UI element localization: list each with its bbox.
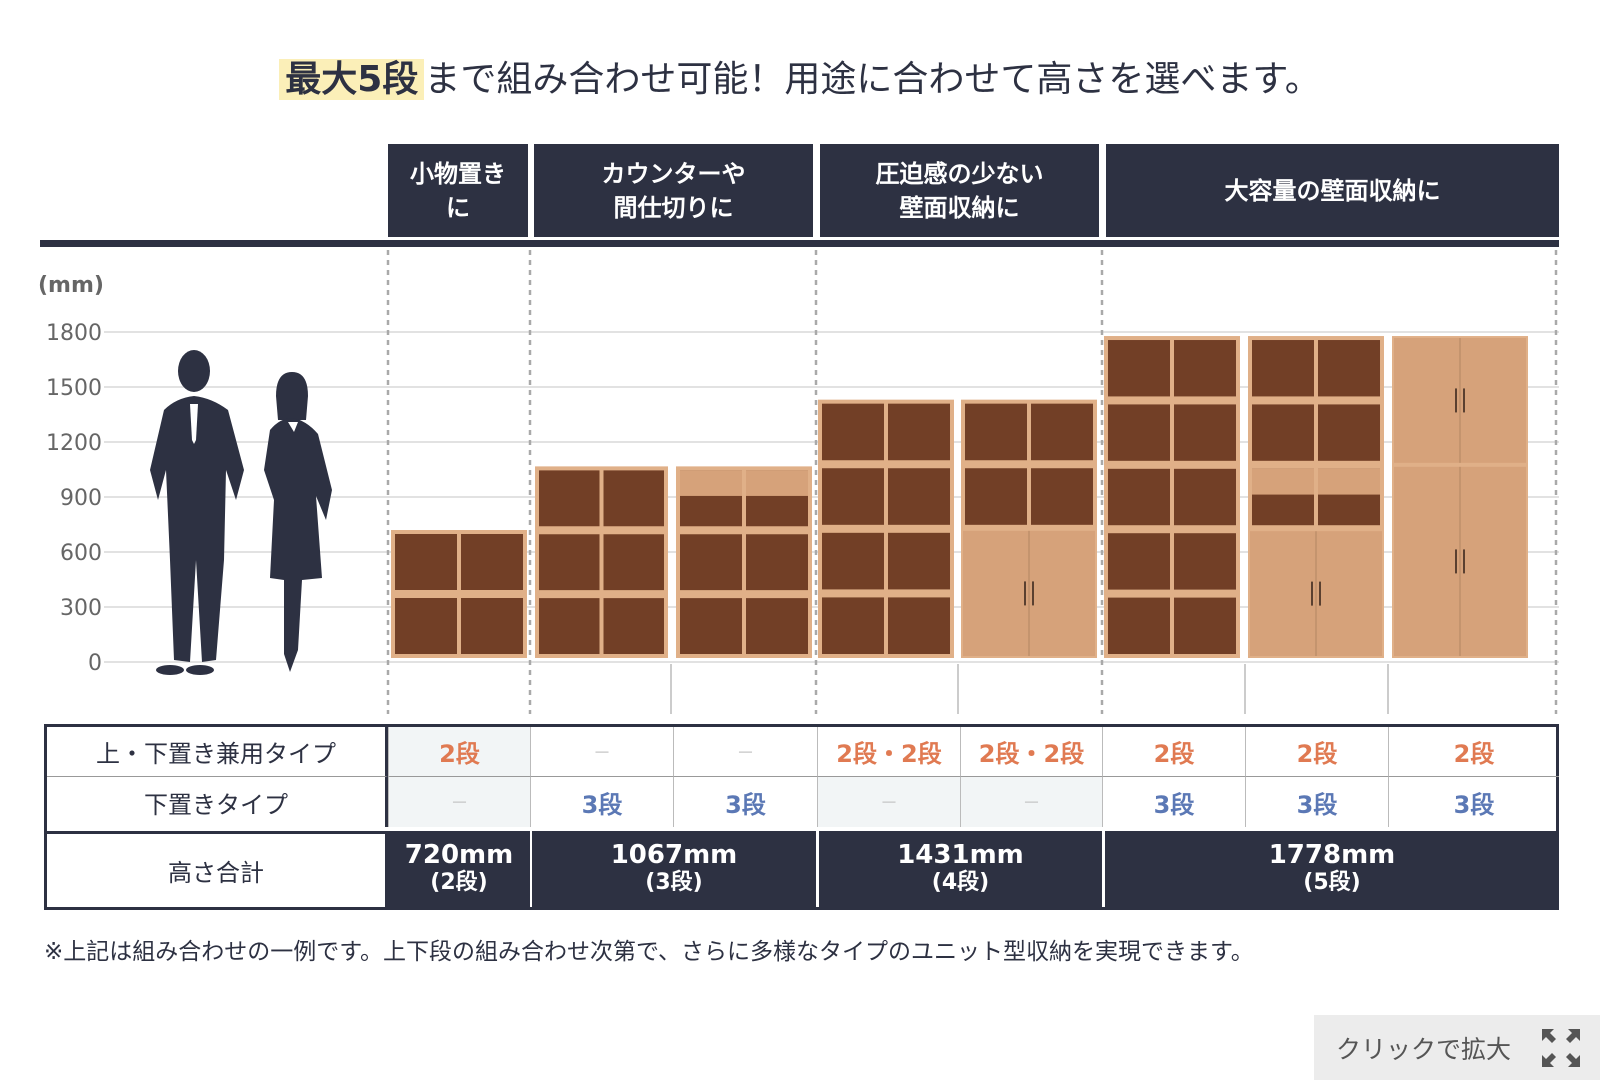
upper-cell: 2段: [1245, 727, 1388, 777]
bar-5段: [1248, 336, 1384, 658]
total-tiers: (4段): [931, 870, 990, 895]
bar-4段: [818, 399, 954, 658]
bar-3段: [676, 466, 812, 658]
lower-cell: －: [388, 777, 530, 827]
upper-cell: 2段・2段: [817, 727, 960, 777]
total-height-cell: 1431mm (4段): [819, 831, 1102, 907]
total-mm: 1431mm: [897, 840, 1024, 870]
y-tick-label: 0: [88, 651, 102, 676]
y-axis-unit: (mm): [38, 273, 104, 298]
upper-cell: 2段・2段: [960, 727, 1102, 777]
upper-cell: 2段: [388, 727, 530, 777]
header-wall-large: 大容量の壁面収納に: [1106, 144, 1559, 237]
row-label-upper: 上・下置き兼用タイプ: [47, 727, 388, 777]
header-counter: カウンターや 間仕切りに: [534, 144, 813, 237]
lower-cell: －: [817, 777, 960, 827]
upper-cell: －: [530, 727, 673, 777]
man-silhouette: [150, 350, 244, 675]
spec-table: 上・下置き兼用タイプ 下置きタイプ 高さ合計 2段－－ 3段－ 3段 2段・2段－ 2段・2段…: [44, 724, 1559, 910]
lower-cell: 3段: [1245, 777, 1388, 827]
total-height-cell: 1067mm (3段): [532, 831, 816, 907]
footnote: ※上記は組み合わせの一例です。上下段の組み合わせ次第で、さらに多様なタイプのユニ…: [44, 939, 1254, 965]
y-tick-label: 1500: [46, 376, 102, 401]
zoom-label: クリックで拡大: [1336, 1034, 1512, 1064]
total-mm: 1778mm: [1268, 840, 1396, 870]
woman-silhouette: [264, 372, 332, 672]
lower-cell: 3段: [673, 777, 817, 827]
total-mm: 1067mm: [610, 840, 738, 870]
header-divider: [40, 240, 1559, 247]
total-tiers: (5段): [1303, 870, 1361, 895]
y-tick-label: 600: [60, 541, 102, 566]
total-height-cell: 720mm (2段): [388, 831, 530, 907]
lower-cell: －: [960, 777, 1102, 827]
header-wall-low: 圧迫感の少ない 壁面収納に: [820, 144, 1099, 237]
y-tick-label: 300: [60, 596, 102, 621]
height-chart: (mm) 0 300 600 900 1200 1500 1800: [38, 250, 1559, 714]
bar-4段: [961, 399, 1097, 658]
upper-cell: 2段: [1102, 727, 1245, 777]
bar-2段: [391, 530, 527, 658]
total-mm: 720mm: [404, 840, 514, 870]
lower-cell: 3段: [1388, 777, 1559, 827]
bar-5段: [1392, 336, 1528, 658]
click-to-zoom-button[interactable]: クリックで拡大: [1314, 1015, 1600, 1080]
title-rest: まで組み合わせ可能！用途に合わせて高さを選べます。: [424, 59, 1321, 100]
lower-cell: 3段: [1102, 777, 1245, 827]
total-height-cell: 1778mm (5段): [1105, 831, 1559, 907]
total-tiers: (3段): [645, 870, 703, 895]
upper-cell: 2段: [1388, 727, 1559, 777]
row-label-total: 高さ合計: [47, 831, 388, 907]
y-tick-label: 1800: [46, 321, 102, 346]
lower-cell: 3段: [530, 777, 673, 827]
y-tick-label: 900: [60, 486, 102, 511]
header-small-items: 小物置き に: [388, 144, 528, 237]
expand-icon: [1542, 1029, 1580, 1067]
upper-cell: －: [673, 727, 817, 777]
title-highlight: 最大5段: [279, 59, 425, 100]
bar-5段: [1104, 336, 1240, 658]
total-tiers: (2段): [430, 870, 488, 895]
row-label-lower: 下置きタイプ: [47, 777, 388, 827]
y-tick-label: 1200: [46, 431, 102, 456]
page-title: 最大5段 まで組み合わせ可能！用途に合わせて高さを選べます。: [0, 52, 1600, 108]
bar-3段: [535, 466, 668, 658]
